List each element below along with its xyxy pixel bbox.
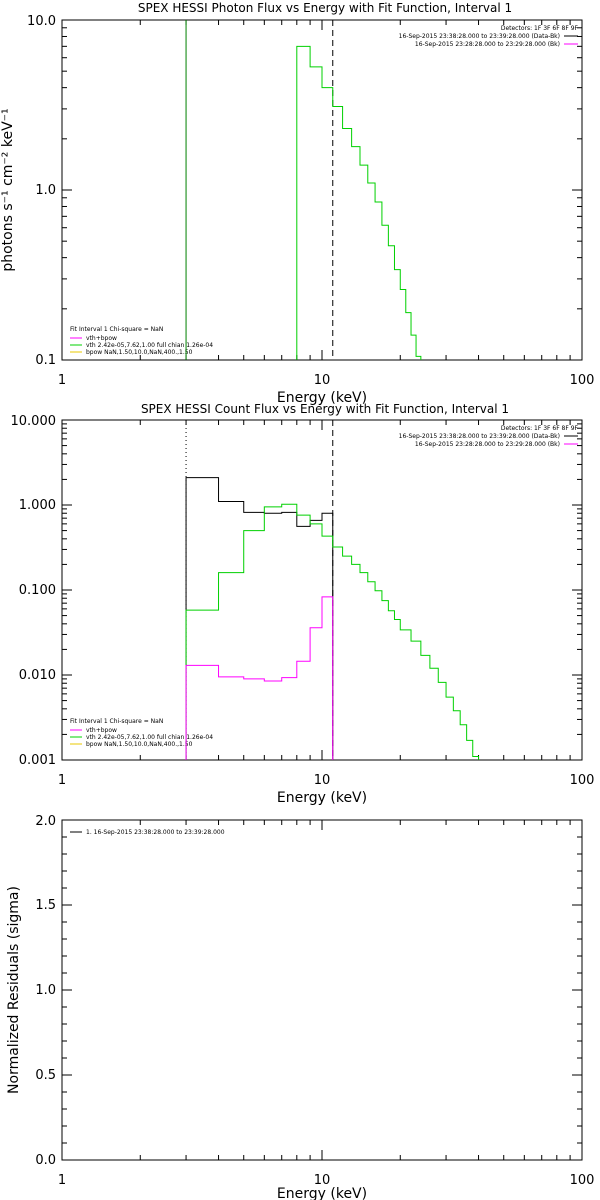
panel1-ytick-label: 1.0 [35, 183, 56, 198]
panel3-ytick-label: 0.5 [35, 1068, 56, 1083]
panel3-xtick-label: 10 [314, 1173, 331, 1188]
panel3-ylabel: Normalized Residuals (sigma) [6, 886, 22, 1094]
panel2-bk-interval-text: 16-Sep-2015 23:28:28.000 to 23:29:28.000… [415, 441, 560, 448]
panel3-ytick-label: 2.0 [35, 814, 56, 829]
panel2-ytick-label: 0.100 [19, 583, 56, 598]
panel1-bk-interval-text: 16-Sep-2015 23:28:28.000 to 23:29:28.000… [415, 41, 560, 48]
panel2-plot-area [185, 420, 480, 760]
series-line-bk [185, 596, 334, 760]
photon-flux-panel: SPEX HESSI Photon Flux vs Energy with Fi… [0, 1, 595, 406]
series-line-vth [185, 503, 480, 760]
panel1-data-interval-text: 16-Sep-2015 23:38:28.000 to 23:39:28.000… [399, 33, 560, 40]
panel1-fit-entry: bpow NaN,1.50,10.0,NaN,400.,1.50 [86, 349, 193, 356]
panel2-ytick-label: 0.001 [19, 753, 56, 768]
panel1-detectors-text: Detectors: 1F 3F 6F 8F 9F [501, 25, 579, 32]
panel1-xlabel: Energy (keV) [277, 390, 367, 406]
count-flux-panel: SPEX HESSI Count Flux vs Energy with Fit… [11, 402, 595, 806]
series-line-data-bk [185, 477, 334, 760]
panel2-ytick-label: 1.000 [19, 498, 56, 513]
panel1-fit-entry: vth+bpow [86, 335, 117, 342]
panel3-xtick-label: 1 [58, 1173, 66, 1188]
panel2-ticks [61, 420, 582, 761]
panel2-xtick-label: 100 [570, 773, 595, 788]
panel1-title: SPEX HESSI Photon Flux vs Energy with Fi… [138, 1, 512, 15]
panel1-xtick-label: 1 [58, 373, 66, 388]
panel1-ylabel: photons s⁻¹ cm⁻² keV⁻¹ [0, 108, 16, 271]
panel3-legend-entry: 1. 16-Sep-2015 23:38:28.000 to 23:39:28.… [86, 829, 225, 836]
panel1-ticks [61, 20, 582, 361]
panel2-xtick-label: 1 [58, 773, 66, 788]
panel2-xtick-label: 10 [314, 773, 331, 788]
panel1-xtick-label: 100 [570, 373, 595, 388]
panel2-fit-entry: vth+bpow [86, 727, 117, 734]
residuals-panel: 1 10 100 0.0 0.5 1.0 1.5 2.0 Energy (keV… [6, 814, 594, 1200]
panel2-title: SPEX HESSI Count Flux vs Energy with Fit… [141, 402, 509, 416]
panel2-ytick-label: 0.010 [19, 668, 56, 683]
panel1-ytick-label: 0.1 [35, 353, 56, 368]
panel1-plot-area [185, 20, 422, 360]
panel2-fit-entry: bpow NaN,1.50,10.0,NaN,400.,1.50 [86, 741, 193, 748]
panel3-ytick-label: 0.0 [35, 1153, 56, 1168]
panel1-ytick-label: 10.0 [27, 14, 56, 29]
panel2-fit-entry: vth 2.42e-05,7.62,1.00 full chian 1.26e-… [86, 734, 213, 741]
panel2-fit-header: Fit Interval 1 Chi-square = NaN [70, 718, 163, 725]
panel3-ytick-label: 1.0 [35, 983, 56, 998]
panel3-ticks [61, 819, 582, 1161]
panel1-fit-entry: vth 2.42e-05,7.62,1.00 full chian 1.26e-… [86, 342, 213, 349]
panel1-xtick-label: 10 [314, 373, 331, 388]
panel3-ytick-label: 1.5 [35, 898, 56, 913]
panel3-xtick-label: 100 [570, 1173, 595, 1188]
panel2-detectors-text: Detectors: 1F 3F 6F 8F 9F [501, 425, 579, 432]
panel3-xlabel: Energy (keV) [277, 1186, 367, 1200]
series-line-vth [296, 45, 422, 360]
panel2-xlabel: Energy (keV) [277, 790, 367, 806]
panel2-data-interval-text: 16-Sep-2015 23:38:28.000 to 23:39:28.000… [399, 433, 560, 440]
panel1-fit-header: Fit Interval 1 Chi-square = NaN [70, 326, 163, 333]
panel2-ytick-label: 10.000 [11, 414, 57, 429]
